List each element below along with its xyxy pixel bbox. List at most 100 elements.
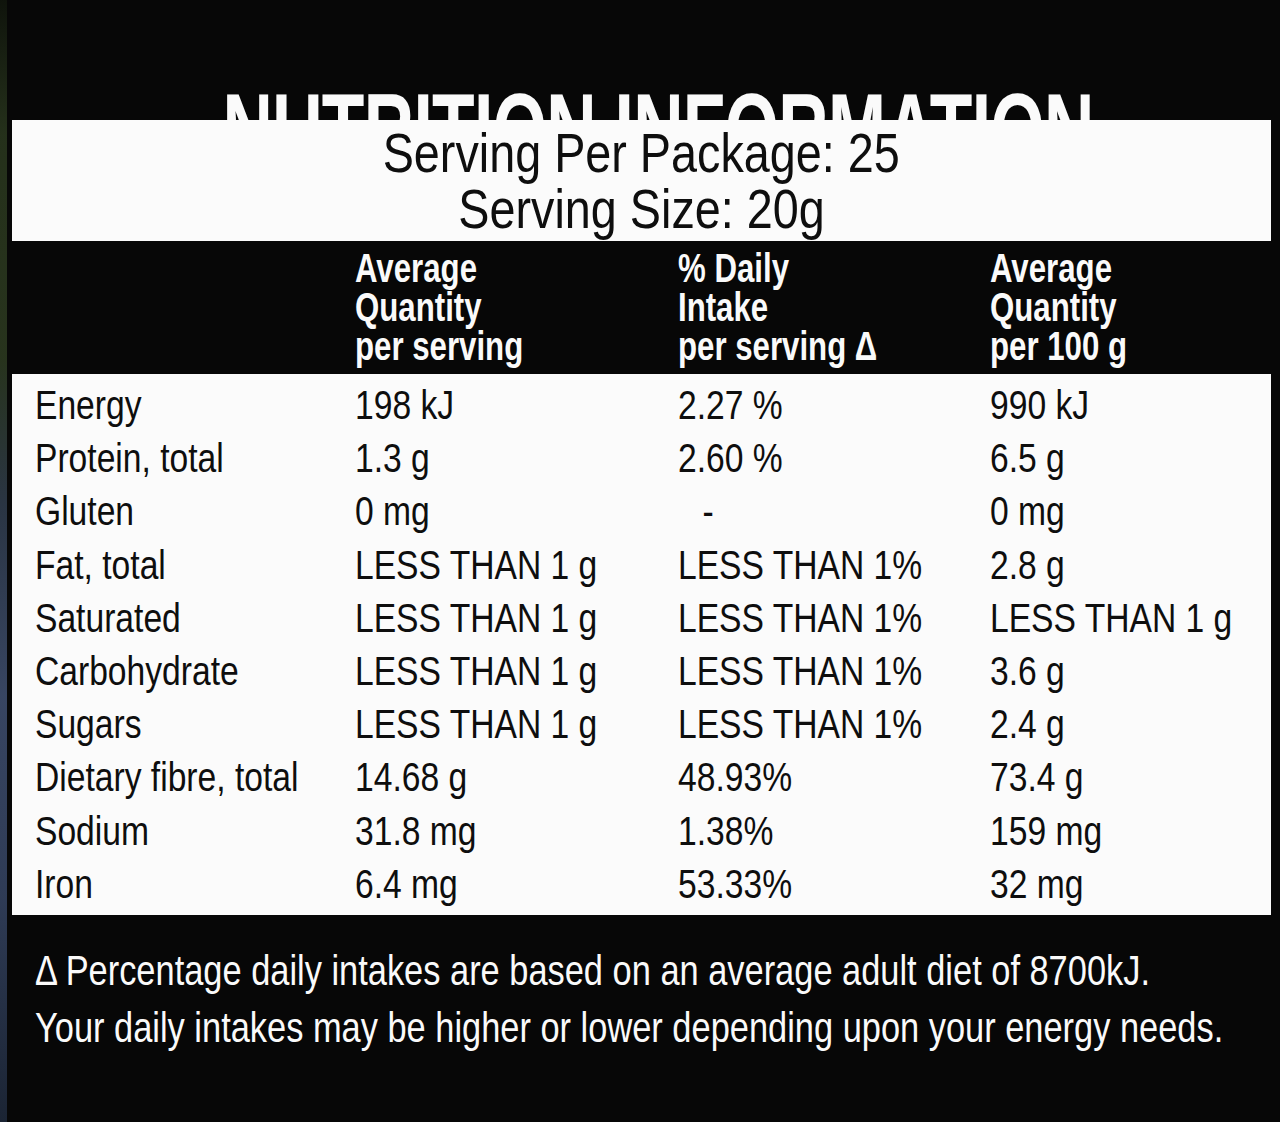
table-cell: 0 mg: [355, 488, 678, 535]
per-serving-value: LESS THAN 1 g: [355, 701, 597, 748]
table-cell: Sodium: [35, 808, 355, 855]
nutrient-name: Dietary fibre, total: [35, 754, 298, 801]
nutrient-name: Gluten: [35, 488, 134, 535]
table-cell: LESS THAN 1%: [678, 701, 990, 748]
table-row: Saturated LESS THAN 1 g LESS THAN 1% LESS T…: [12, 592, 1271, 645]
table-row: Energy 198 kJ 2.27 % 990 kJ: [12, 379, 1271, 432]
table-cell: LESS THAN 1%: [678, 542, 990, 589]
table-cell: Gluten: [35, 488, 355, 535]
table-cell: LESS THAN 1 g: [355, 542, 678, 589]
per-serving-value: 6.4 mg: [355, 861, 458, 908]
table-cell: Carbohydrate: [35, 648, 355, 695]
per-100g-value: 32 mg: [990, 861, 1083, 908]
nutrient-name: Fat, total: [35, 542, 166, 589]
footnote-line: Your daily intakes may be higher or lowe…: [35, 999, 1280, 1056]
table-cell: 6.5 g: [990, 435, 1271, 482]
nutrient-name: Protein, total: [35, 435, 224, 482]
nutrient-name: Carbohydrate: [35, 648, 239, 695]
column-header-line: per serving Δ: [678, 327, 877, 366]
per-100g-value: 159 mg: [990, 808, 1102, 855]
table-row: Iron 6.4 mg 53.33% 32 mg: [12, 858, 1271, 911]
table-cell: 73.4 g: [990, 754, 1271, 801]
column-header-line: per 100 g: [990, 327, 1127, 366]
table-cell: LESS THAN 1%: [678, 595, 990, 642]
table-cell: Iron: [35, 861, 355, 908]
table-cell: Protein, total: [35, 435, 355, 482]
table-cell: 1.3 g: [355, 435, 678, 482]
per-serving-value: 0 mg: [355, 488, 430, 535]
table-cell: 1.38%: [678, 808, 990, 855]
daily-intake-value: 2.60 %: [678, 435, 783, 482]
per-serving-value: LESS THAN 1 g: [355, 648, 597, 695]
table-cell: 53.33%: [678, 861, 990, 908]
table-cell: 0 mg: [990, 488, 1271, 535]
table-cell: 2.4 g: [990, 701, 1271, 748]
table-cell: 159 mg: [990, 808, 1271, 855]
table-header-row: AverageQuantityper serving% DailyIntakep…: [0, 241, 1280, 374]
table-cell: LESS THAN 1 g: [355, 648, 678, 695]
table-row: Gluten 0 mg - 0 mg: [12, 485, 1271, 538]
table-cell: 2.8 g: [990, 542, 1271, 589]
table-cell: 3.6 g: [990, 648, 1271, 695]
table-cell: LESS THAN 1 g: [990, 595, 1280, 642]
daily-intake-value: LESS THAN 1%: [678, 595, 922, 642]
table-cell: 32 mg: [990, 861, 1271, 908]
table-row: Fat, total LESS THAN 1 g LESS THAN 1% 2.8 g: [12, 539, 1271, 592]
nutrient-name: Sodium: [35, 808, 149, 855]
daily-intake-value: LESS THAN 1%: [678, 701, 922, 748]
table-cell: Dietary fibre, total: [35, 754, 355, 801]
per-serving-value: LESS THAN 1 g: [355, 542, 597, 589]
daily-intake-value: 2.27 %: [678, 382, 783, 429]
per-100g-value: 73.4 g: [990, 754, 1083, 801]
table-cell: LESS THAN 1%: [678, 648, 990, 695]
per-100g-value: 2.8 g: [990, 542, 1065, 589]
column-header-line: Quantity: [355, 288, 482, 327]
nutrient-name: Sugars: [35, 701, 142, 748]
label-left-edge-artifact: [0, 0, 7, 1122]
table-row: Carbohydrate LESS THAN 1 g LESS THAN 1%3.6…: [12, 645, 1271, 698]
serving-info-panel: Serving Per Package: 25 Serving Size: 20…: [12, 120, 1271, 241]
table-row: Dietary fibre, total14.68 g48.93%73.4 g: [12, 751, 1271, 804]
table-cell: 2.27 %: [678, 382, 990, 429]
table-row: Sodium 31.8 mg 1.38% 159 mg: [12, 805, 1271, 858]
table-cell: LESS THAN 1 g: [355, 701, 678, 748]
servings-per-package: Serving Per Package: 25: [337, 125, 945, 181]
per-100g-value: 2.4 g: [990, 701, 1065, 748]
per-serving-value: 31.8 mg: [355, 808, 476, 855]
column-header-line: % Daily: [678, 249, 789, 288]
per-100g-value: 6.5 g: [990, 435, 1065, 482]
nutrient-name: Iron: [35, 861, 93, 908]
per-serving-value: 14.68 g: [355, 754, 467, 801]
servings-per-package-text: Serving Per Package: 25: [383, 125, 900, 181]
daily-intake-value: -: [678, 488, 714, 535]
nutrient-name: Saturated: [35, 595, 181, 642]
column-header: AverageQuantityper serving: [355, 249, 571, 366]
table-cell: 31.8 mg: [355, 808, 678, 855]
table-cell: Sugars: [35, 701, 355, 748]
per-serving-value: LESS THAN 1 g: [355, 595, 597, 642]
table-cell: -: [678, 488, 990, 535]
table-cell: 6.4 mg: [355, 861, 678, 908]
table-cell: Fat, total: [35, 542, 355, 589]
daily-intake-value: LESS THAN 1%: [678, 542, 922, 589]
table-cell: 198 kJ: [355, 382, 678, 429]
per-100g-value: LESS THAN 1 g: [990, 595, 1232, 642]
per-100g-value: 3.6 g: [990, 648, 1065, 695]
table-cell: 990 kJ: [990, 382, 1271, 429]
per-serving-value: 1.3 g: [355, 435, 430, 482]
serving-size-text: Serving Size: 20g: [458, 181, 824, 237]
column-header-line: Average: [355, 249, 477, 288]
footnote-line2-text: Your daily intakes may be higher or lowe…: [35, 999, 1223, 1056]
daily-intake-value: 53.33%: [678, 861, 792, 908]
nutrient-name: Energy: [35, 382, 142, 429]
column-header: AverageQuantityper 100 g: [990, 249, 1166, 366]
table-cell: LESS THAN 1 g: [355, 595, 678, 642]
column-header-line: Intake: [678, 288, 768, 327]
column-header-line: per serving: [355, 327, 523, 366]
footnote-line1-text: Δ Percentage daily intakes are based on …: [35, 942, 1150, 999]
per-serving-value: 198 kJ: [355, 382, 454, 429]
footnote-line: Δ Percentage daily intakes are based on …: [35, 942, 1280, 999]
daily-intake-value: 1.38%: [678, 808, 773, 855]
table-cell: Saturated: [35, 595, 355, 642]
column-header: % DailyIntakeper serving Δ: [678, 249, 934, 366]
